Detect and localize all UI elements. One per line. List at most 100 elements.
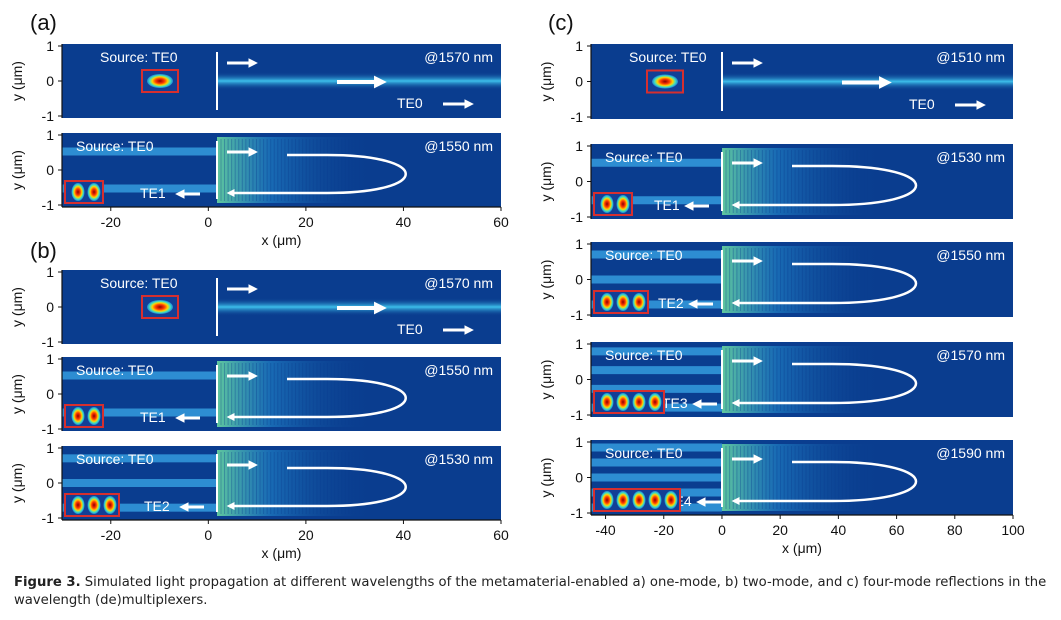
x-tick-label: 0: [718, 522, 726, 538]
panels-layer: Source: TE0 @1570 nm TE0 Source: TE0 @1550 n…: [62, 44, 1013, 520]
y-tick-label: 1: [46, 264, 54, 280]
x-tick-label: 100: [1001, 522, 1025, 538]
y-axis-label: y (μm): [9, 287, 25, 327]
source-label: Source: TE0: [605, 247, 683, 263]
reflected-mode-label: TE1: [654, 197, 680, 213]
field-panel-4: Source: TE0 @1550 nm TE1: [62, 357, 501, 431]
mode-lobe: [616, 393, 630, 411]
x-tick-label: 40: [831, 522, 847, 538]
mode-lobe: [600, 393, 614, 411]
wavelength-label: @1570 nm: [424, 49, 493, 65]
y-tick-label: 1: [46, 127, 54, 143]
x-tick-label: 0: [204, 214, 212, 230]
y-tick-label: 0: [575, 272, 583, 288]
output-mode-label: TE0: [397, 95, 423, 111]
wavelength-label: @1550 nm: [936, 247, 1005, 263]
y-tick-label: 0: [46, 73, 54, 89]
field-panel-2: Source: TE0 @1550 nm TE1: [62, 133, 501, 207]
caption-label: Figure 3.: [14, 575, 81, 590]
mode-lobe: [632, 491, 646, 509]
wavelength-label: @1570 nm: [936, 347, 1005, 363]
source-label: Source: TE0: [605, 347, 683, 363]
reflected-mode-band: [591, 366, 722, 375]
source-label: Source: TE0: [100, 275, 178, 291]
wavelength-label: @1590 nm: [936, 445, 1005, 461]
x-tick-label: 0: [204, 527, 212, 543]
y-tick-label: 0: [46, 299, 54, 315]
reflected-mode-label: TE1: [140, 409, 166, 425]
x-axis-label: x (μm): [262, 232, 302, 248]
x-tick-label: -20: [101, 527, 121, 543]
reflected-mode-label: TE2: [144, 498, 170, 514]
wavelength-label: @1530 nm: [936, 149, 1005, 165]
reflected-mode-band: [62, 408, 217, 417]
field-panel-6: Source: TE0 @1510 nm TE0: [591, 44, 1013, 119]
reflected-mode-band: [591, 250, 722, 259]
x-tick-label: 20: [772, 522, 788, 538]
wavelength-label: @1550 nm: [424, 362, 493, 378]
reflection-curve: [731, 460, 917, 506]
mode-lobe: [87, 407, 101, 425]
reflected-mode-band: [591, 300, 722, 309]
source-label: Source: TE0: [76, 362, 154, 378]
x-tick-label: 40: [396, 527, 412, 543]
figure-3: (a) (b) (c) Source: TE0 @1570 nmTE0Source…: [9, 10, 1025, 561]
reflected-mode-band: [62, 147, 217, 156]
mode-lobe: [616, 491, 630, 509]
y-tick-label: 0: [46, 475, 54, 491]
y-tick-label: -1: [571, 407, 584, 423]
panel-label-a: (a): [30, 10, 57, 35]
y-tick-label: -1: [42, 510, 55, 526]
field-panel-3: Source: TE0 @1570 nm TE0: [62, 270, 501, 344]
reflected-mode-band: [62, 371, 217, 380]
field-panel-5: Source: TE0 @1530 nm TE2: [62, 446, 501, 520]
mode-lobe: [147, 300, 173, 314]
mode-lobe: [616, 293, 630, 311]
wavelength-label: @1550 nm: [424, 138, 493, 154]
reflection-curve: [226, 377, 407, 422]
y-tick-label: 1: [575, 138, 583, 154]
y-axis-label: y (μm): [538, 62, 554, 102]
mode-lobe: [632, 293, 646, 311]
reflected-mode-band: [62, 184, 217, 193]
field-panel-1: Source: TE0 @1570 nm TE0: [62, 44, 501, 118]
reflected-mode-band: [591, 458, 722, 467]
mode-lobe: [664, 491, 678, 509]
y-tick-label: 0: [575, 372, 583, 388]
figure-caption: Figure 3. Simulated light propagation at…: [14, 574, 1054, 610]
y-tick-label: 1: [46, 38, 54, 54]
y-tick-label: -1: [571, 307, 584, 323]
mode-lobe: [600, 293, 614, 311]
reflected-mode-band: [591, 196, 722, 205]
y-axis-label: y (μm): [9, 463, 25, 503]
mode-lobe: [71, 183, 85, 201]
mode-lobe: [600, 195, 614, 213]
panel-label-b: (b): [30, 238, 57, 263]
reflected-mode-band: [62, 503, 217, 512]
mode-lobe: [600, 491, 614, 509]
x-tick-label: 20: [298, 214, 314, 230]
y-tick-label: -1: [42, 334, 55, 350]
x-axis-label: x (μm): [782, 540, 822, 556]
y-axis-label: y (μm): [538, 260, 554, 300]
x-tick-label: 60: [493, 527, 509, 543]
reflected-mode-band: [591, 347, 722, 356]
y-tick-label: 1: [575, 434, 583, 450]
reflected-mode-band: [62, 454, 217, 463]
mode-lobe: [71, 407, 85, 425]
caption-text: Simulated light propagation at different…: [14, 575, 1047, 608]
y-axis-label: y (μm): [9, 374, 25, 414]
mode-lobe: [652, 74, 678, 89]
y-tick-label: 0: [46, 386, 54, 402]
y-axis-label: y (μm): [9, 61, 25, 101]
y-axis-label: y (μm): [538, 458, 554, 498]
x-axis-label: x (μm): [262, 545, 302, 561]
field-panel-8: Source: TE0 @1550 nm TE2: [591, 242, 1013, 317]
x-tick-label: 60: [889, 522, 905, 538]
y-tick-label: -1: [42, 197, 55, 213]
source-label: Source: TE0: [629, 49, 707, 65]
reflected-mode-band: [62, 479, 217, 487]
x-tick-label: 20: [298, 527, 314, 543]
reflected-mode-band: [591, 443, 722, 452]
y-tick-label: 0: [575, 74, 583, 90]
